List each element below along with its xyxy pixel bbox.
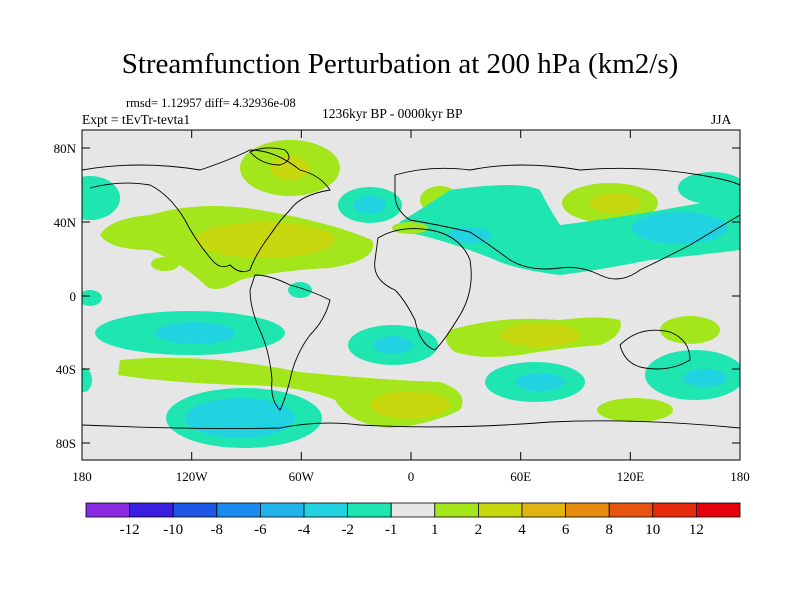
colorbar-swatch [85, 502, 130, 518]
lon-label: 60E [510, 469, 531, 484]
colorbar-label: 12 [689, 522, 704, 538]
lon-ticks [81, 130, 741, 460]
lat-label: 40N [54, 215, 77, 230]
lon-label: 120W [176, 469, 209, 484]
colorbar-swatch [172, 502, 218, 518]
colorbar-swatch [259, 502, 305, 518]
contour-pos-core [195, 222, 335, 258]
lat-label: 80S [56, 436, 76, 451]
colorbar-labels: -12 -10 -8 -6 -4 -2 -1 1 2 4 6 8 10 12 [120, 522, 704, 538]
colorbar-label: 8 [605, 522, 613, 538]
contour-neg-region [399, 185, 740, 275]
lon-label: 0 [408, 469, 415, 484]
greenland-coast [249, 147, 290, 166]
colorbar-label: 1 [431, 522, 439, 538]
contour-pos-core [370, 391, 450, 419]
lon-label: 180 [730, 469, 750, 484]
lat-label: 40S [56, 362, 76, 377]
lat-labels: 80N 40N 0 40S 80S [54, 141, 77, 451]
lon-label: 180 [72, 469, 92, 484]
colorbar-label: 2 [475, 522, 483, 538]
colorbar-label: -4 [298, 522, 311, 538]
contour-neg-core [632, 212, 728, 244]
africa-coast [374, 228, 472, 351]
contour-neg-core [515, 373, 565, 391]
coastlines [82, 147, 740, 430]
colorbar-swatch [608, 502, 654, 518]
colorbar-label: 4 [518, 522, 526, 538]
colorbar-swatch [652, 502, 697, 518]
south-america-coast [249, 274, 331, 411]
contour-pos-region [151, 257, 179, 271]
contour-neg-core [354, 196, 386, 214]
contour-pos-region [660, 316, 720, 344]
contour-neg-core [373, 336, 413, 354]
antarctica-coast [82, 420, 740, 430]
colorbar-label: -6 [254, 522, 267, 538]
contour-neg-core [155, 322, 235, 344]
colorbar-swatch [390, 502, 436, 518]
lat-label: 0 [70, 289, 77, 304]
australia-coast [619, 329, 691, 370]
lat-label: 80N [54, 141, 77, 156]
colorbar-label: -1 [385, 522, 398, 538]
colorbar-swatch [347, 502, 392, 518]
contour-pos-core [500, 323, 580, 347]
contour-neg-core [683, 369, 727, 387]
lon-label: 60W [289, 469, 315, 484]
lon-label: 120E [617, 469, 645, 484]
colorbar-swatch [129, 502, 174, 518]
season-label: JJA [711, 112, 732, 127]
colorbar-swatch [696, 502, 741, 518]
colorbar-label: -10 [163, 522, 183, 538]
contour-pos-region [392, 222, 428, 234]
colorbar-label: 10 [645, 522, 660, 538]
lon-labels: 180 120W 60W 0 60E 120E 180 [72, 469, 750, 484]
chart-title: Streamfunction Perturbation at 200 hPa (… [121, 48, 679, 80]
colorbar-swatch [521, 502, 566, 518]
period-label: 1236kyr BP - 0000kyr BP [322, 106, 463, 121]
contour-pos-region [597, 398, 673, 422]
contour-fills [82, 140, 740, 448]
contour-pos-core [270, 156, 310, 180]
experiment-label: Expt = tEvTr-tevta1 [82, 112, 191, 127]
colorbar-boxes [85, 502, 741, 518]
colorbar-swatch [434, 502, 479, 518]
contour-pos-core [590, 193, 640, 213]
eurasia-coast [394, 164, 740, 280]
stats-label: rmsd= 1.12957 diff= 4.32936e-08 [126, 96, 296, 110]
colorbar-swatch [303, 502, 348, 518]
lat-ticks [82, 147, 740, 444]
colorbar-label: 6 [562, 522, 570, 538]
colorbar-label: -12 [120, 522, 140, 538]
north-america-coast [82, 149, 331, 273]
colorbar-label: -8 [211, 522, 224, 538]
contour-neg-region [82, 368, 92, 392]
colorbar-swatch [216, 502, 261, 518]
contour-neg-region [82, 176, 120, 220]
contour-neg-region [82, 290, 102, 306]
colorbar-label: -2 [341, 522, 354, 538]
colorbar-swatch [565, 502, 610, 518]
colorbar-swatch [477, 502, 523, 518]
